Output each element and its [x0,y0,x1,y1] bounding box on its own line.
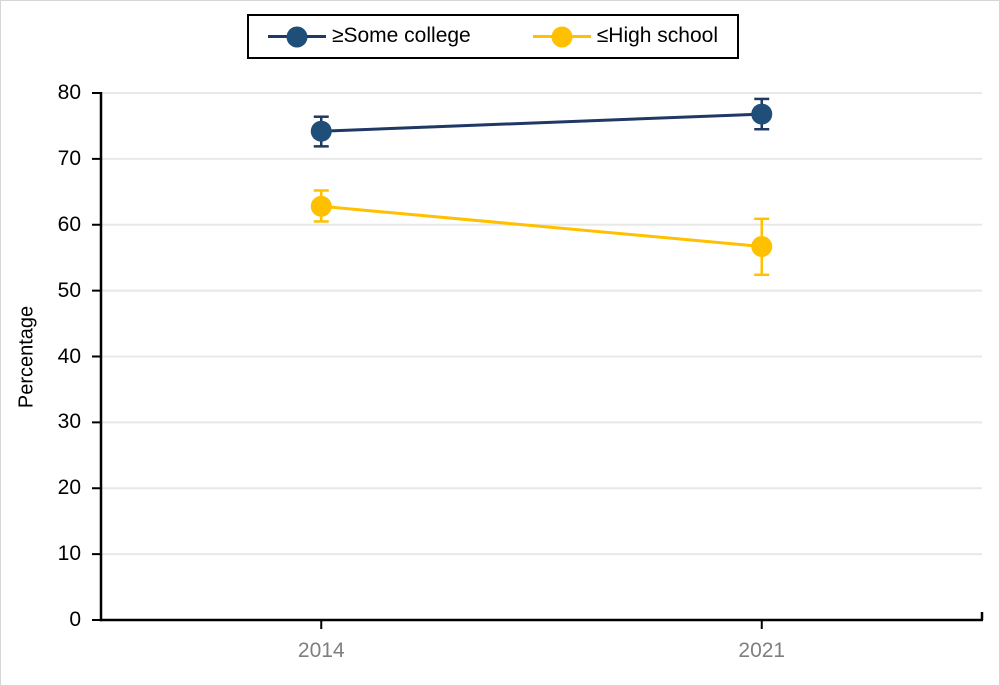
data-point-marker [751,235,773,257]
x-tick-label: 2021 [738,639,786,662]
y-tick-label: 40 [57,344,81,368]
legend-label-high-school: ≤High school [596,24,719,47]
y-tick-label: 70 [57,146,81,170]
y-tick-label: 0 [69,608,81,631]
y-tick-label: 10 [57,542,81,566]
some-college-marker-icon [267,26,326,48]
x-tick-label: 2014 [297,639,345,662]
y-tick-label: 60 [57,212,81,236]
high-school-marker-icon [532,26,591,48]
y-tick-label: 30 [57,410,81,434]
legend-entry-some-college: ≥Some college [267,24,471,48]
legend-label-some-college: ≥Some college [331,24,471,47]
series-line-0 [321,112,762,133]
y-tick-label: 50 [57,278,81,302]
series-line-1 [321,204,762,248]
data-point-marker [751,103,773,125]
y-tick-label: 20 [57,476,81,500]
legend-entry-high-school: ≤High school [532,24,719,48]
chart-legend: ≥Some college ≤High school [247,14,739,59]
data-point-marker [310,195,332,217]
data-point-marker [310,120,332,142]
y-tick-label: 80 [57,81,81,104]
